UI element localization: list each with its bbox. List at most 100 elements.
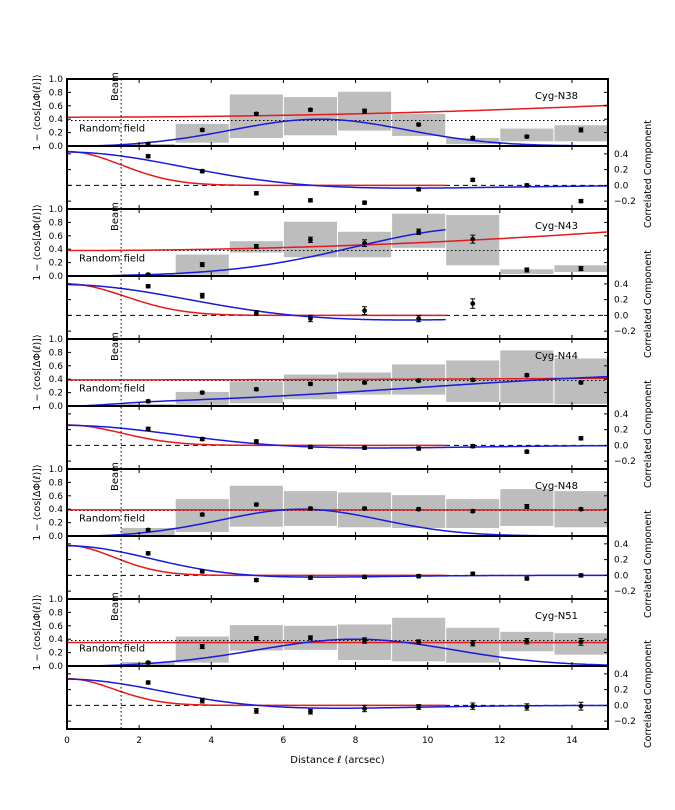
residual-point (253, 577, 259, 583)
x-tick-label: 8 (353, 736, 359, 746)
data-point (524, 576, 530, 581)
y-tick-label: 0.6 (49, 622, 64, 632)
residual-point (416, 446, 422, 451)
coherence-axis-frame (66, 208, 609, 277)
data-point (308, 237, 313, 243)
y-tick-label: 0.8 (49, 608, 64, 618)
y-tick-label: 0.4 (49, 245, 64, 255)
data-point (362, 574, 367, 580)
y-tick-label: 0.2 (49, 649, 63, 659)
data-point (308, 197, 313, 203)
y-tick-label: 0.4 (49, 635, 64, 645)
data-point (253, 636, 259, 641)
data-point (416, 316, 422, 321)
y-tick-label: 0.4 (49, 505, 64, 515)
data-point (199, 512, 205, 517)
x-axis-label: Distance ℓ (arcsec) (290, 755, 384, 766)
data-point (578, 639, 584, 645)
data-point (470, 135, 476, 141)
data-point (578, 506, 584, 512)
panel-cyg-n44: 0.0 0.2 0.4 0.6 0.8 1.0 Cyg-N44 Random field Bea… (32, 332, 654, 488)
y-tick-label: 0.4 (49, 115, 64, 125)
x-tick-label: 14 (566, 736, 578, 746)
coherence-point (253, 111, 259, 117)
residual-point (307, 444, 313, 450)
beam-label: Beam (110, 462, 121, 491)
y-axis-label: 1 − ⟨cos[ΔΦ(ℓ)]⟩ (32, 464, 43, 540)
data-point (578, 572, 584, 578)
y-tick-label-right: 0.4 (614, 280, 629, 290)
data-point (308, 506, 313, 511)
data-point (470, 443, 476, 449)
residual-point (199, 569, 205, 574)
data-point (362, 108, 367, 114)
data-point (470, 640, 476, 646)
y-tick-label: 0.2 (49, 129, 63, 139)
data-point (578, 380, 584, 385)
residual-point (307, 575, 313, 581)
coherence-point (307, 236, 313, 243)
data-point (524, 372, 530, 378)
data-point (416, 573, 422, 579)
coherence-point (416, 639, 422, 645)
red-residual-curve (66, 677, 446, 707)
coherence-point (307, 381, 313, 387)
residual-point (199, 697, 205, 704)
range-bar (283, 97, 337, 136)
residual-axis-frame (66, 665, 609, 730)
residual-point (362, 306, 368, 316)
y-tick-label: 0.0 (49, 532, 64, 542)
y-tick-label-right: −0.2 (614, 327, 636, 337)
blue-residual-curve (66, 151, 609, 189)
data-point (362, 240, 367, 246)
y-tick-label-right: 0.2 (614, 166, 628, 176)
y-tick-label: 0.8 (49, 478, 64, 488)
coherence-point (199, 512, 205, 517)
y-axis-label-right: Correlated Component (643, 250, 654, 358)
y-tick-label-right: 0.2 (614, 296, 628, 306)
data-point (199, 698, 205, 704)
data-point (362, 638, 367, 643)
coherence-point (362, 637, 368, 644)
data-point (416, 446, 422, 451)
y-tick-label-right: 0.4 (614, 410, 629, 420)
x-tick-label: 12 (494, 736, 505, 746)
data-point (308, 316, 313, 321)
residual-point (524, 182, 530, 188)
residual-point (578, 198, 584, 204)
blue-residual-curve (66, 545, 608, 578)
data-point (253, 111, 259, 117)
data-point (362, 445, 367, 451)
data-point (308, 709, 313, 715)
data-point (524, 267, 530, 273)
y-tick-label: 1.0 (49, 465, 64, 475)
coherence-point (470, 377, 476, 383)
red-residual-curve (66, 150, 446, 187)
blue-residual-curve (66, 678, 609, 709)
data-point (199, 168, 205, 174)
data-point (253, 310, 259, 316)
coherence-point (524, 372, 530, 378)
y-tick-label: 0.4 (49, 375, 64, 385)
coherence-point (416, 122, 422, 127)
y-tick-label: 0.6 (49, 362, 64, 372)
data-point (524, 504, 530, 509)
x-tick-label: 6 (281, 736, 287, 746)
coherence-point (307, 506, 313, 511)
residual-point (145, 426, 151, 432)
range-bar (175, 123, 229, 143)
y-axis-label-right: Correlated Component (643, 640, 654, 748)
residual-point (470, 298, 476, 309)
data-point (145, 527, 151, 533)
residual-point (470, 571, 476, 577)
residual-point (578, 701, 584, 711)
residual-axis-frame (66, 535, 609, 600)
residual-point (145, 550, 151, 556)
data-point (362, 506, 367, 511)
blue-residual-curve (66, 424, 609, 449)
residual-point (416, 314, 422, 323)
coherence-point (307, 107, 313, 113)
blue-fit-curve (67, 638, 609, 667)
residual-point (253, 439, 259, 444)
data-point (308, 444, 313, 450)
